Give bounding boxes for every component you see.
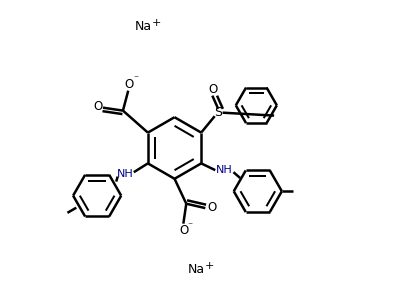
Text: ⁻: ⁻: [188, 221, 193, 231]
Text: NH: NH: [216, 165, 232, 175]
Text: O: O: [207, 201, 216, 214]
Text: ⁻: ⁻: [133, 75, 139, 85]
Text: Na: Na: [135, 20, 152, 33]
Text: +: +: [152, 17, 161, 28]
Text: O: O: [208, 83, 217, 96]
Text: S: S: [214, 106, 222, 119]
Text: +: +: [204, 261, 214, 271]
Text: NH: NH: [117, 169, 134, 179]
Text: O: O: [125, 78, 134, 91]
Text: O: O: [93, 100, 102, 113]
Text: O: O: [179, 223, 188, 237]
Text: Na: Na: [188, 263, 205, 276]
